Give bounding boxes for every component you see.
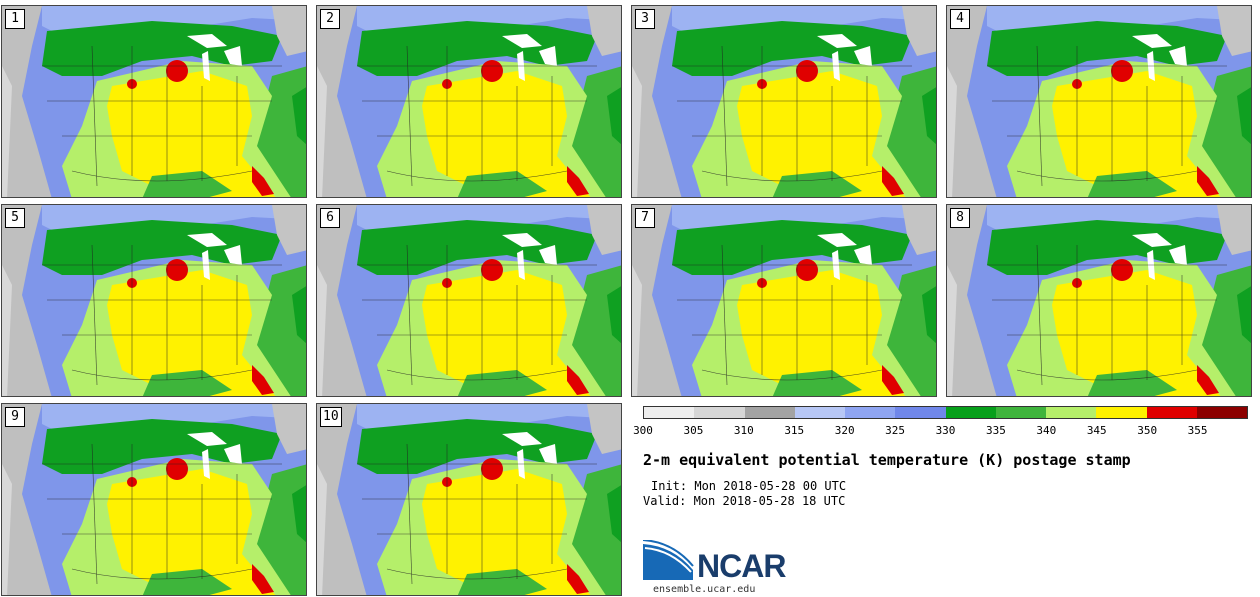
stamp-4: 4	[946, 5, 1252, 198]
stamp-5: 5	[1, 204, 307, 397]
ncar-logo-icon	[642, 539, 694, 580]
colorbar-segment	[644, 407, 695, 418]
colorbar-tick-label: 330	[935, 424, 956, 437]
stamp-1: 1	[1, 5, 307, 198]
stamp-number: 1	[5, 9, 25, 29]
stamp-number: 8	[950, 208, 970, 228]
stamp-map	[947, 6, 1251, 197]
stamp-6: 6	[316, 204, 622, 397]
stamp-number: 7	[635, 208, 655, 228]
stamp-number: 3	[635, 9, 655, 29]
colorbar-tick-label: 350	[1137, 424, 1158, 437]
colorbar-tick-label: 355	[1187, 424, 1208, 437]
colorbar-segment	[895, 407, 946, 418]
stamp-number: 9	[5, 407, 25, 427]
stamp-number: 10	[320, 407, 342, 427]
colorbar-tick-label: 320	[834, 424, 855, 437]
stamp-number: 6	[320, 208, 340, 228]
colorbar-segment	[845, 407, 896, 418]
colorbar-segment	[995, 407, 1046, 418]
colorbar-segment	[1046, 407, 1097, 418]
colorbar-tick-label: 300	[633, 424, 653, 437]
stamp-map	[317, 404, 621, 595]
ncar-logo-text: NCAR	[697, 548, 786, 584]
stamp-map	[317, 205, 621, 396]
colorbar-tick-label: 310	[733, 424, 754, 437]
stamp-7: 7	[631, 204, 937, 397]
stamp-map	[2, 404, 306, 595]
stamp-10: 10	[316, 403, 622, 596]
site-url[interactable]: ensemble.ucar.edu	[653, 584, 756, 595]
colorbar-tick-label: 305	[683, 424, 704, 437]
colorbar-tick-label: 335	[985, 424, 1006, 437]
colorbar-segment	[1096, 407, 1147, 418]
init-time: Init: Mon 2018-05-28 00 UTC	[651, 479, 847, 493]
colorbar-segment	[945, 407, 996, 418]
colorbar-segment	[1146, 407, 1197, 418]
plot-title: 2-m equivalent potential temperature (K)…	[643, 451, 1131, 469]
ncar-logo: NCAR	[642, 539, 793, 585]
stamp-map	[632, 6, 936, 197]
colorbar-tick-label: 315	[784, 424, 805, 437]
stamp-map	[632, 205, 936, 396]
stamp-number: 2	[320, 9, 340, 29]
colorbar-segment	[794, 407, 845, 418]
stamp-map	[947, 205, 1251, 396]
colorbar-segment	[744, 407, 795, 418]
colorbar-segment	[1196, 407, 1247, 418]
stamp-number: 5	[5, 208, 25, 228]
colorbar-segment	[694, 407, 745, 418]
stamp-number: 4	[950, 9, 970, 29]
stamp-map	[2, 205, 306, 396]
colorbar-tick-label: 325	[885, 424, 906, 437]
stamp-map	[2, 6, 306, 197]
stamp-8: 8	[946, 204, 1252, 397]
stamp-3: 3	[631, 5, 937, 198]
colorbar-tick-label: 340	[1036, 424, 1057, 437]
colorbar	[643, 406, 1248, 419]
valid-time: Valid: Mon 2018-05-28 18 UTC	[643, 494, 846, 508]
colorbar-tick-label: 345	[1086, 424, 1107, 437]
stamp-2: 2	[316, 5, 622, 198]
stamp-9: 9	[1, 403, 307, 596]
stamp-map	[317, 6, 621, 197]
